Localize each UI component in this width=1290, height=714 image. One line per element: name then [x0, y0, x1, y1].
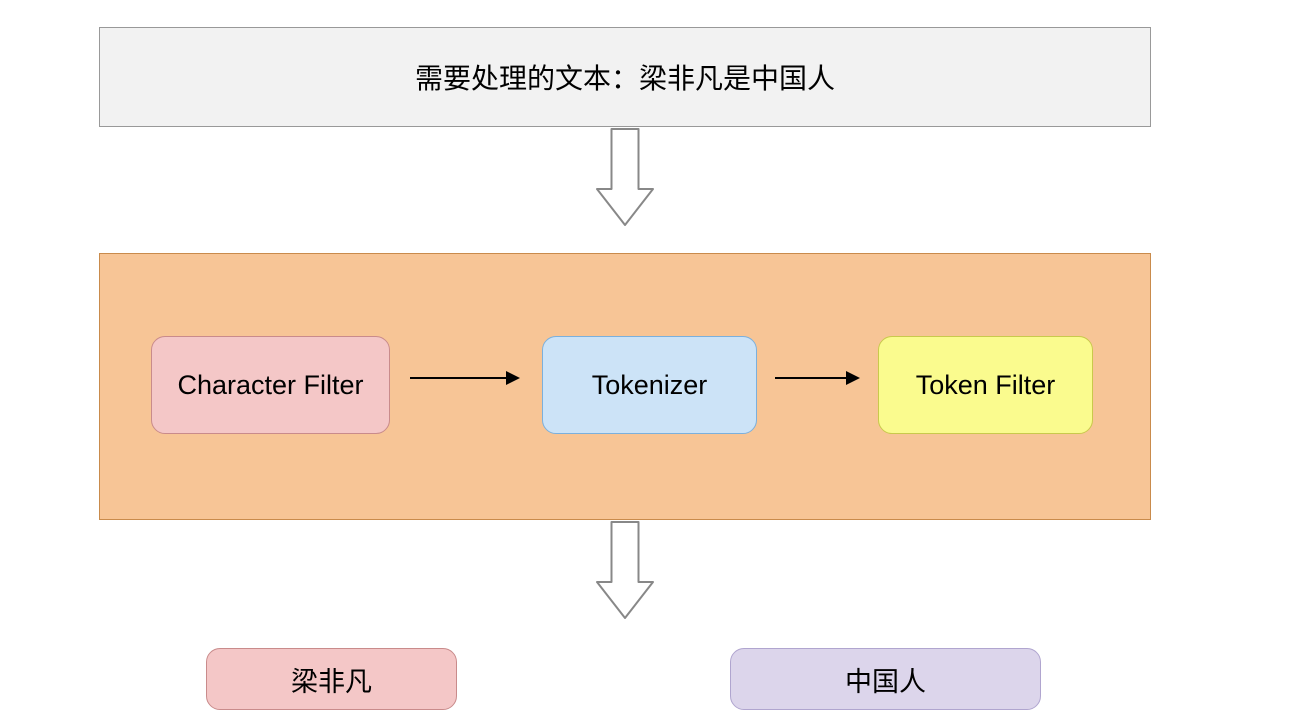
- tokenizer-box: Tokenizer: [542, 336, 757, 434]
- output-token-2: 中国人: [730, 648, 1041, 710]
- token-filter-box: Token Filter: [878, 336, 1093, 434]
- input-text-label: 需要处理的文本：梁非凡是中国人: [415, 57, 835, 97]
- arrow-right-icon: [410, 368, 520, 388]
- output-token-2-label: 中国人: [845, 660, 926, 699]
- tokenizer-label: Tokenizer: [592, 370, 708, 401]
- arrow-right-icon: [775, 368, 860, 388]
- arrow-down-icon: [595, 520, 655, 620]
- input-text-box: 需要处理的文本：梁非凡是中国人: [99, 27, 1151, 127]
- output-token-1-label: 梁非凡: [291, 660, 372, 699]
- output-token-1: 梁非凡: [206, 648, 457, 710]
- token-filter-label: Token Filter: [916, 370, 1056, 401]
- arrow-down-icon: [595, 127, 655, 227]
- character-filter-box: Character Filter: [151, 336, 390, 434]
- character-filter-label: Character Filter: [177, 370, 363, 401]
